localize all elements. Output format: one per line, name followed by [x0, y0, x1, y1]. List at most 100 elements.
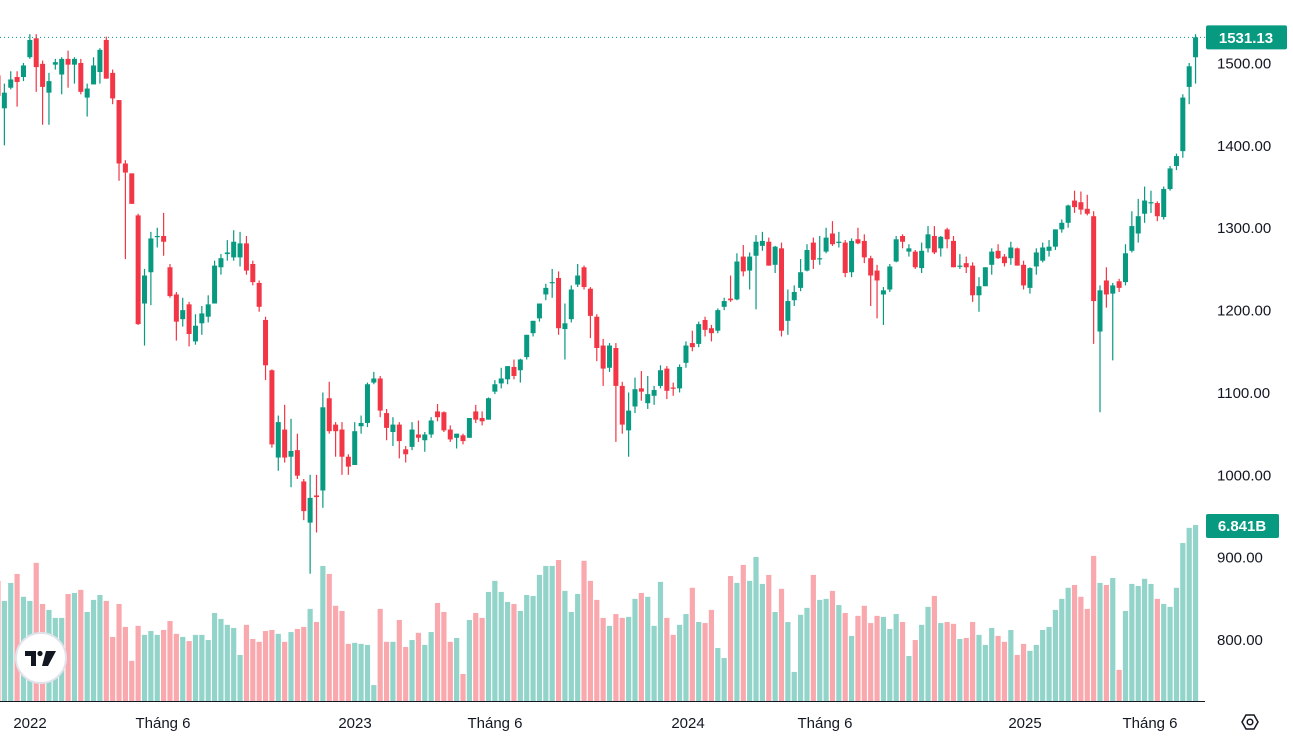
volume-bar — [683, 614, 689, 701]
candle — [186, 301, 192, 347]
candle-body — [377, 378, 383, 411]
candle-body — [116, 100, 122, 164]
candle-body — [326, 398, 332, 432]
candle-body — [683, 345, 689, 363]
volume-bar — [906, 655, 912, 701]
candle-body — [715, 310, 721, 331]
volume-bar — [1192, 525, 1199, 701]
candle — [708, 324, 714, 342]
candle-body — [804, 249, 810, 271]
volume-bar — [333, 605, 339, 701]
candle — [8, 71, 14, 90]
volume-bar — [931, 596, 937, 701]
candle — [1116, 278, 1122, 292]
candle-body — [912, 251, 918, 268]
candle-body — [607, 345, 613, 368]
candle — [205, 295, 211, 323]
candle-body — [129, 173, 135, 204]
candle-body — [957, 265, 963, 267]
settings-icon[interactable] — [1241, 714, 1259, 730]
candle-body — [447, 429, 453, 440]
candle — [294, 433, 300, 479]
candle — [747, 252, 753, 290]
volume-bar — [116, 604, 122, 701]
price-axis[interactable]: 1500.00 1400.00 1300.00 1200.00 1100.00 1000.… — [1217, 56, 1271, 650]
volume-bar — [549, 565, 555, 701]
volume-bar — [390, 641, 396, 701]
candle — [1027, 267, 1033, 294]
volume-bar — [1020, 643, 1027, 701]
candle — [326, 381, 332, 434]
candle — [581, 265, 587, 290]
candle — [963, 256, 969, 274]
candle-body — [810, 242, 816, 260]
price-tick-label: 1200.00 — [1217, 303, 1271, 320]
candle — [46, 72, 52, 125]
candle — [403, 446, 409, 463]
volume-bar — [313, 622, 320, 701]
candle-body — [59, 58, 65, 75]
candle — [78, 58, 84, 95]
last-price-badge: 1531.13 — [1206, 25, 1287, 50]
volume-bar — [880, 616, 887, 701]
time-axis[interactable]: 2022 Tháng 6 2023 Tháng 6 2024 Tháng 6 2025 Thá… — [13, 715, 1177, 732]
volume-bar — [530, 596, 536, 701]
candle — [657, 365, 663, 389]
volume-bar — [963, 637, 969, 701]
candle-body — [65, 58, 71, 65]
candle-body — [530, 320, 536, 334]
candle-body — [485, 398, 491, 420]
candle — [237, 231, 243, 267]
candle — [600, 338, 606, 386]
tradingview-logo[interactable] — [15, 632, 67, 684]
candle — [352, 422, 358, 465]
candle — [435, 404, 441, 422]
candle — [1135, 198, 1141, 243]
candle-body — [842, 242, 848, 274]
volume-bar — [1065, 587, 1071, 701]
volume-bar — [0, 580, 1, 701]
volume-bar — [606, 625, 613, 701]
volume-bar — [97, 595, 103, 701]
candle-body — [91, 65, 97, 85]
candle — [282, 404, 288, 463]
candle — [0, 75, 1, 96]
candle-body — [301, 481, 307, 512]
candle — [1148, 190, 1154, 213]
candle-body — [460, 435, 466, 442]
volume-bar — [791, 671, 797, 701]
candle-body — [110, 72, 116, 99]
candle — [906, 244, 912, 257]
candle-body — [142, 275, 148, 304]
candle-body — [390, 424, 396, 433]
candle — [893, 235, 899, 263]
candle — [307, 474, 313, 574]
candle — [409, 422, 415, 451]
candle-body — [970, 265, 976, 296]
candle — [428, 417, 434, 438]
candle-body — [1193, 37, 1199, 58]
candle — [1186, 63, 1192, 105]
candle-body — [243, 243, 249, 271]
candle-body — [517, 359, 523, 371]
volume-bar — [1052, 609, 1059, 701]
volume-bar — [1110, 578, 1116, 701]
candle-body — [1001, 256, 1007, 264]
price-tick-label: 1400.00 — [1217, 138, 1271, 155]
price-tick-label: 1300.00 — [1217, 220, 1271, 237]
candle-body — [849, 240, 855, 273]
candle — [976, 277, 982, 312]
candle — [925, 226, 931, 253]
volume-bar — [447, 641, 453, 701]
candle-body — [180, 310, 186, 320]
candle-body — [466, 418, 472, 438]
volume-bar — [524, 595, 530, 701]
candle-body — [829, 233, 835, 245]
candle — [485, 397, 491, 420]
candle — [613, 343, 619, 442]
candle — [912, 249, 918, 269]
volume-bar — [250, 638, 256, 701]
candle-body — [995, 250, 1001, 259]
volume-bar — [199, 634, 205, 701]
